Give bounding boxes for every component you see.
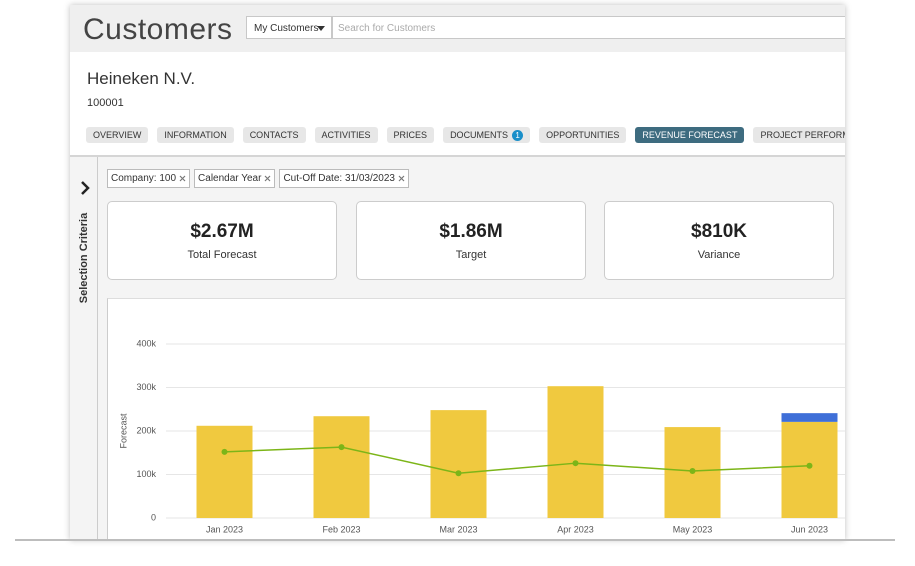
filter-chip: Calendar Year: [194, 169, 276, 188]
bar: [781, 421, 838, 518]
app-window: Customers My Customers Search for Custom…: [70, 5, 845, 540]
line-point: [221, 448, 228, 455]
line-point: [455, 470, 462, 477]
tab-badge: 1: [512, 129, 524, 141]
kpi-label: Total Forecast: [187, 249, 257, 261]
tab[interactable]: DOCUMENTS 1: [443, 127, 531, 143]
line-point: [338, 444, 345, 451]
remove-filter[interactable]: [398, 175, 405, 182]
line-point: [572, 460, 579, 467]
y-tick-label: 300k: [136, 382, 156, 392]
tab[interactable]: OPPORTUNITIES: [539, 127, 627, 143]
kpi-value: $810K: [691, 221, 747, 242]
bar: [781, 413, 838, 422]
line-point: [806, 462, 813, 469]
filter-chips: Company: 100 Calendar Year Cut-Off Date: 3…: [107, 169, 409, 188]
tab-label: OPPORTUNITIES: [546, 130, 620, 140]
y-tick-label: 200k: [136, 425, 156, 435]
tab-label: PRICES: [393, 130, 428, 140]
y-axis-label: Forecast: [118, 413, 128, 449]
page-title: Customers: [83, 13, 233, 46]
kpi-label: Target: [455, 249, 487, 261]
sidebar-label: Selection Criteria: [78, 212, 90, 304]
chart-panel: Forecast 0 100k 200k 300k 400k Jan 2023 Feb 202…: [107, 298, 845, 540]
line-point: [689, 468, 696, 475]
x-tick-label: Jun 2023: [791, 524, 828, 534]
tab[interactable]: INFORMATION: [157, 127, 234, 143]
bar: [313, 416, 370, 518]
company-name: Heineken N.V.: [87, 69, 196, 88]
tab-label: PROJECT PERFORMANCE: [760, 130, 845, 140]
separator: [70, 155, 845, 157]
company-panel: Heineken N.V. 100001 OVERVIEW INFORMATION…: [70, 52, 845, 155]
search-placeholder: Search for Customers: [338, 23, 436, 34]
company-id: 100001: [87, 97, 124, 109]
y-tick-label: 400k: [136, 338, 156, 348]
tab-label: INFORMATION: [164, 130, 227, 140]
x-tick-label: Feb 2023: [322, 524, 360, 534]
filter-dropdown[interactable]: My Customers: [246, 16, 332, 39]
filter-text: Calendar Year: [198, 173, 262, 184]
kpi-card: $810K Variance: [604, 201, 834, 280]
search-box[interactable]: Search for Customers: [332, 16, 845, 39]
x-tick-label: Jan 2023: [206, 524, 243, 534]
kpi-value: $2.67M: [190, 221, 254, 242]
y-tick-label: 100k: [136, 469, 156, 479]
sidebar[interactable]: Selection Criteria: [72, 157, 98, 540]
tab-bar: OVERVIEW INFORMATION CONTACTS ACTIVITIES PRI…: [86, 127, 845, 143]
tab[interactable]: CONTACTS: [242, 127, 306, 143]
tab-label: ACTIVITIES: [321, 130, 371, 140]
tab[interactable]: PROJECT PERFORMANCE: [753, 127, 845, 143]
x-tick-label: Apr 2023: [557, 524, 594, 534]
tab-label: CONTACTS: [249, 130, 299, 140]
dropdown-text: My Customers: [254, 23, 319, 34]
chart: Forecast 0 100k 200k 300k 400k Jan 2023 Feb 202…: [118, 338, 845, 534]
tab[interactable]: PRICES: [386, 127, 435, 143]
remove-filter[interactable]: [179, 175, 186, 182]
bottom-rule: [15, 539, 895, 541]
x-tick-label: May 2023: [673, 524, 713, 534]
filter-chip: Cut-Off Date: 31/03/2023: [279, 169, 409, 188]
tab-label: DOCUMENTS: [450, 130, 509, 140]
kpi-card: $1.86M Target: [356, 201, 586, 280]
tab-label: REVENUE FORECAST: [642, 130, 738, 140]
tab[interactable]: ACTIVITIES: [314, 127, 378, 143]
tab[interactable]: REVENUE FORECAST: [635, 127, 745, 143]
line: [224, 446, 810, 474]
filter-chip: Company: 100: [107, 169, 191, 188]
tab-label: OVERVIEW: [93, 130, 142, 140]
bar: [430, 410, 487, 518]
bar: [547, 386, 604, 518]
bar: [196, 425, 253, 518]
header: Customers My Customers Search for Custom…: [70, 5, 845, 52]
filter-text: Company: 100: [111, 173, 177, 184]
kpi-label: Variance: [697, 249, 741, 261]
kpi-value: $1.86M: [439, 221, 503, 242]
dropdown-arrow: [317, 26, 325, 31]
x-tick-label: Mar 2023: [439, 524, 477, 534]
kpi-card: $2.67M Total Forecast: [107, 201, 337, 280]
remove-filter[interactable]: [264, 175, 271, 182]
filter-text: Cut-Off Date: 31/03/2023: [283, 173, 395, 184]
tab[interactable]: OVERVIEW: [86, 127, 149, 143]
expand-arrow[interactable]: [79, 181, 91, 195]
y-tick-label: 0: [151, 512, 156, 522]
